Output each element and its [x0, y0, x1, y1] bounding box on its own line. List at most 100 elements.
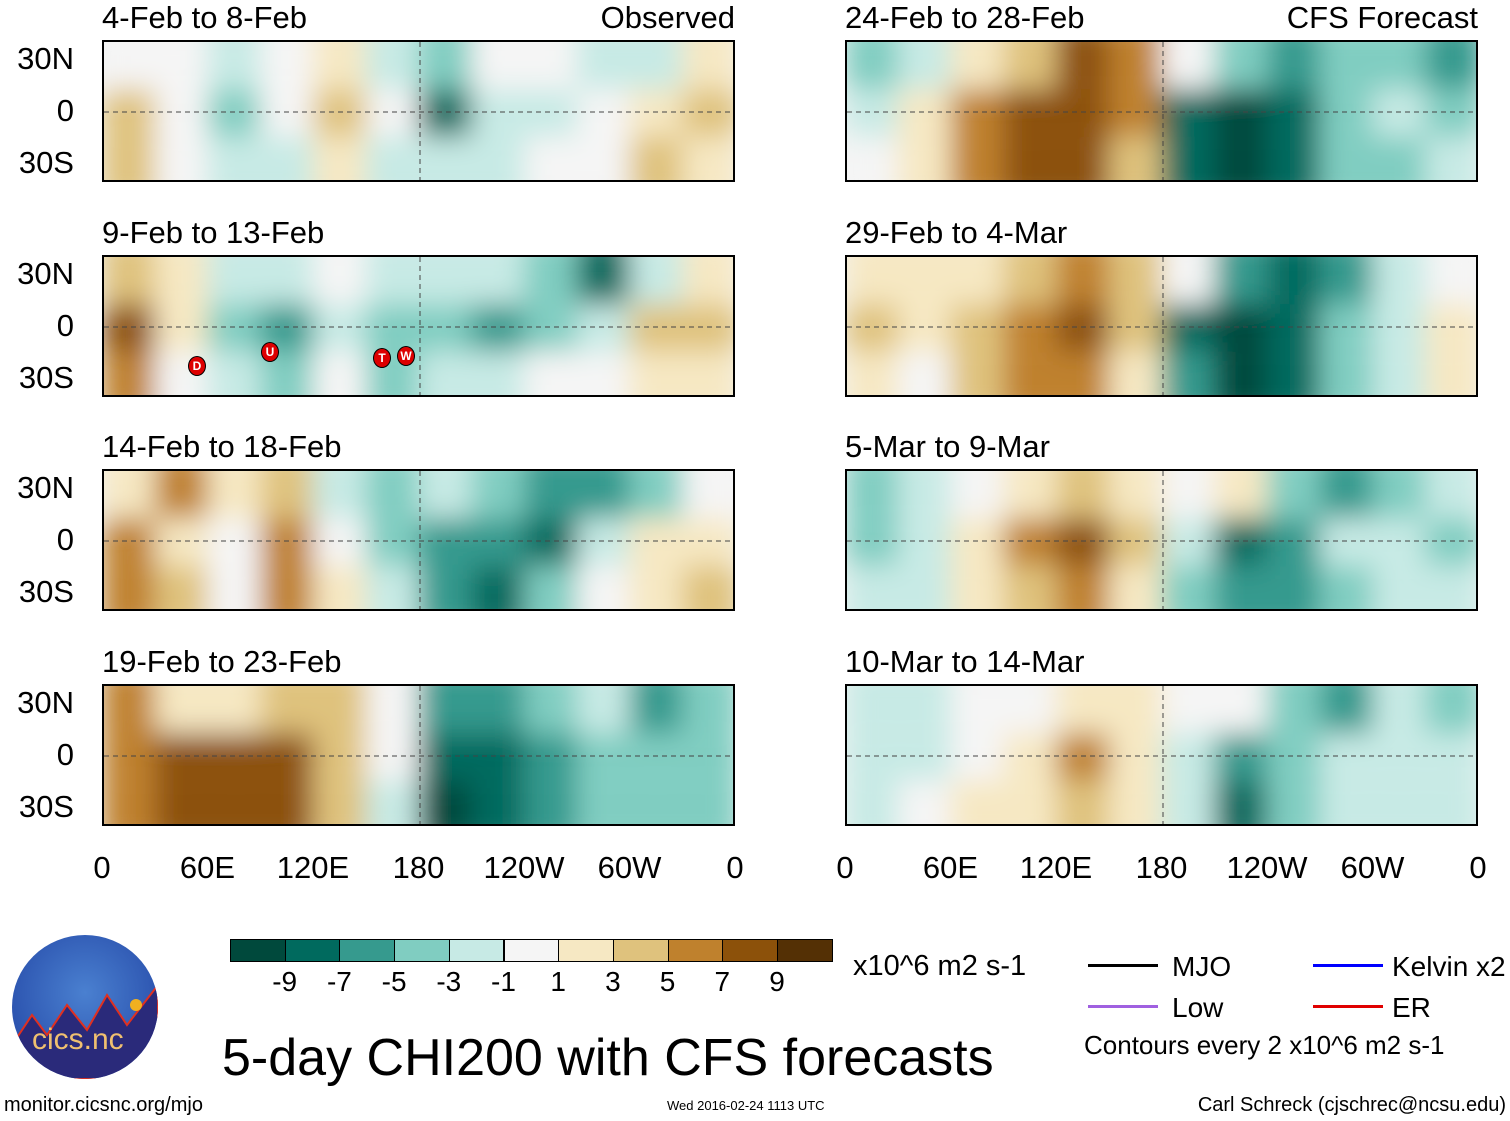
chi-cell [418, 304, 476, 352]
panel-title: 29-Feb to 4-Mar [845, 215, 1068, 250]
chi-cell [313, 780, 370, 824]
chi-cell [682, 518, 733, 566]
chi-cell [1319, 42, 1377, 90]
x-tick-label: 0 [836, 850, 854, 885]
chi-cell [1161, 733, 1219, 781]
chi-cell [260, 686, 317, 734]
chi-cell [897, 518, 955, 566]
chi-cell [104, 565, 159, 609]
chi-cell [471, 471, 528, 519]
x-tick-label: 120W [1226, 850, 1308, 885]
chi-cell [576, 780, 634, 824]
chi-cell [1056, 351, 1113, 395]
chi-cell [897, 780, 955, 824]
chi-cell [104, 89, 159, 137]
chi-cell [1319, 780, 1377, 824]
panel-title: 9-Feb to 13-Feb [102, 215, 325, 250]
chi-cell [629, 471, 687, 519]
chi-cell [260, 565, 317, 609]
chi-cell [1425, 89, 1476, 137]
chi-cell [365, 518, 423, 566]
y-tick-label: 30N [17, 41, 74, 76]
colorbar-tick-label: 3 [605, 966, 621, 997]
chi-cell [365, 686, 423, 734]
chi-cell [207, 304, 265, 352]
x-tick-label: 120E [276, 850, 350, 885]
chi-cell [1267, 89, 1324, 137]
chi-cell [897, 136, 955, 180]
chi-cell [524, 136, 581, 180]
x-tick-label: 60E [922, 850, 979, 885]
chi-cell [1003, 304, 1060, 352]
chi-cell [950, 565, 1008, 609]
panel-title: 24-Feb to 28-Feb [845, 0, 1085, 35]
url-link[interactable]: monitor.cicsnc.org/mjo [4, 1094, 203, 1116]
chi-cell [682, 136, 733, 180]
y-tick-label: 0 [56, 93, 74, 128]
chi-cell [629, 257, 687, 305]
chi-cell [1372, 686, 1430, 734]
chi-cell [207, 351, 265, 395]
chi-cell [365, 89, 423, 137]
chi-cell [1108, 686, 1166, 734]
chi-cell [1425, 565, 1476, 609]
chi-cell [950, 518, 1008, 566]
chi-cell [682, 686, 733, 734]
units-label: x10^6 m2 s-1 [853, 950, 1027, 982]
mjo-legend-label: MJO [1172, 951, 1232, 982]
chi-cell [576, 565, 634, 609]
x-tick-label: 0 [93, 850, 111, 885]
chi-cell [154, 471, 212, 519]
er-legend-label: ER [1392, 992, 1431, 1023]
chi-cell [897, 565, 955, 609]
chi-cell [576, 257, 634, 305]
chi-cell [524, 780, 581, 824]
x-tick-label: 120E [1019, 850, 1093, 885]
chi-cell [207, 733, 265, 781]
chi-cell [847, 686, 902, 734]
chi-cell [576, 42, 634, 90]
chi-cell [260, 780, 317, 824]
chi-cell [524, 733, 581, 781]
chi-cell [365, 780, 423, 824]
x-tick-label: 120W [483, 850, 565, 885]
chi-cell [1267, 136, 1324, 180]
chi-cell [207, 42, 265, 90]
chi-cell [154, 780, 212, 824]
colorbar-swatch [558, 939, 614, 962]
chi-cell [207, 780, 265, 824]
chi-cell [1108, 780, 1166, 824]
chi-cell [629, 89, 687, 137]
chi-cell [1267, 304, 1324, 352]
chi-cell [1161, 257, 1219, 305]
chi-cell [207, 136, 265, 180]
chi-cell [154, 565, 212, 609]
chi-cell [897, 304, 955, 352]
chi-cell [1425, 351, 1476, 395]
colorbar-tick-label: 9 [769, 966, 785, 997]
y-tick-label: 30S [18, 360, 74, 395]
chi-cell [104, 780, 159, 824]
chi-cell [1425, 42, 1476, 90]
chi-cell [897, 89, 955, 137]
chi-cell [576, 136, 634, 180]
chi-cell [1161, 518, 1219, 566]
chi-cell [1214, 565, 1271, 609]
figure-title: 5-day CHI200 with CFS forecasts [222, 1029, 994, 1087]
chi-cell [418, 518, 476, 566]
chi-cell [1425, 136, 1476, 180]
chi-cell [1161, 304, 1219, 352]
chi-cell [1056, 257, 1113, 305]
chi-cell [1372, 780, 1430, 824]
chi-cell [1108, 351, 1166, 395]
chi-cell [154, 686, 212, 734]
chi-cell [1319, 733, 1377, 781]
chi-cell [418, 780, 476, 824]
chi-cell [154, 136, 212, 180]
chi-cell [847, 136, 902, 180]
chi-cell [682, 304, 733, 352]
chi-cell [365, 136, 423, 180]
chi-cell [576, 471, 634, 519]
chi-cell [524, 565, 581, 609]
